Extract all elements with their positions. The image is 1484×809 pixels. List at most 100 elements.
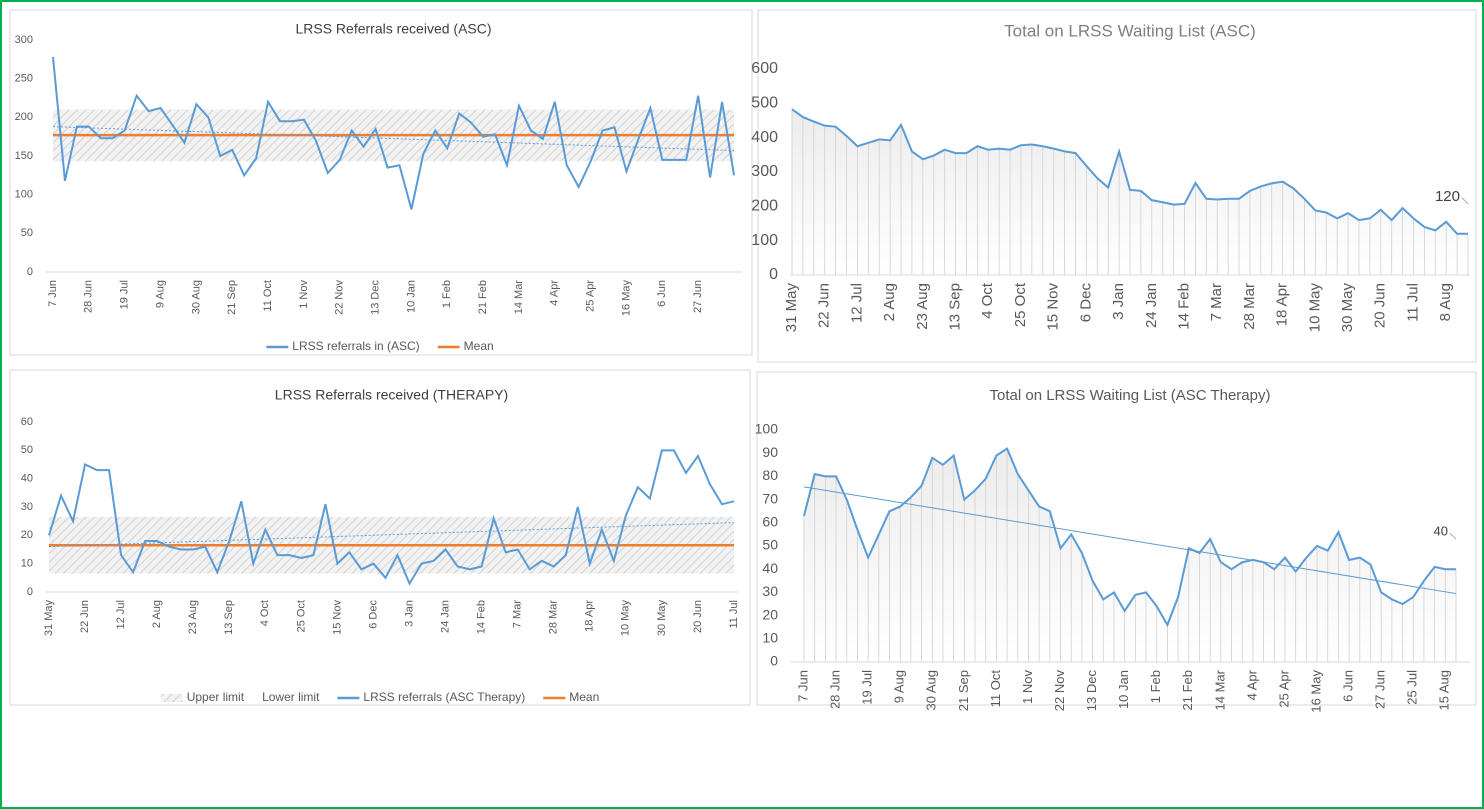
x-tick-label: 11 Jul [728, 600, 740, 629]
legend-label: LRSS referrals in (ASC) [292, 339, 419, 353]
x-tick-label: 3 Jan [1110, 283, 1127, 320]
label-leader [1449, 532, 1457, 540]
chart-title: Total on LRSS Waiting List (ASC) [1004, 21, 1256, 40]
x-tick-label: 22 Nov [1052, 670, 1067, 712]
x-tick-label: 14 Feb [1175, 283, 1192, 330]
y-tick-label: 300 [15, 34, 33, 46]
x-tick-label: 2 Aug [881, 283, 898, 321]
x-tick-label: 27 Jun [1373, 670, 1388, 709]
x-tick-label: 21 Feb [477, 280, 489, 314]
x-tick-label: 25 Apr [585, 280, 597, 312]
x-tick-label: 22 Nov [334, 280, 346, 315]
data-line [48, 449, 735, 586]
x-tick-label: 24 Jan [439, 600, 451, 633]
y-tick-label: 0 [769, 266, 778, 283]
x-tick-label: 25 Oct [295, 600, 307, 632]
y-tick-label: 100 [15, 189, 33, 201]
x-tick-label: 27 Jun [692, 280, 704, 313]
x-tick-label: 10 Jan [405, 280, 417, 313]
x-tick-label: 1 Feb [441, 280, 453, 308]
x-tick-label: 9 Aug [892, 670, 907, 703]
x-tick-label: 20 Jun [692, 600, 704, 633]
x-tick-label: 4 Oct [259, 600, 271, 626]
x-tick-label: 11 Jul [1404, 283, 1421, 322]
x-tick-label: 25 Oct [1012, 282, 1029, 327]
y-tick-label: 10 [21, 558, 33, 570]
x-tick-label: 8 Aug [1437, 283, 1454, 321]
y-tick-label: 10 [762, 630, 778, 646]
y-tick-label: 250 [15, 73, 33, 85]
x-tick-label: 18 Apr [584, 600, 596, 632]
x-tick-label: 31 May [43, 600, 55, 637]
x-tick-label: 7 Jun [47, 280, 59, 307]
y-tick-label: 20 [21, 529, 33, 541]
data-label: 40 [1434, 524, 1448, 539]
x-tick-label: 2 Aug [151, 600, 163, 628]
y-tick-label: 200 [751, 198, 778, 215]
y-tick-label: 40 [21, 473, 33, 485]
panel [9, 9, 753, 356]
y-tick-label: 90 [762, 444, 778, 460]
x-tick-label: 25 Jul [1405, 670, 1420, 705]
area [804, 448, 1456, 662]
x-tick-label: 12 Jul [115, 600, 127, 629]
y-tick-label: 60 [21, 416, 33, 428]
chart-title: LRSS Referrals received (THERAPY) [275, 387, 508, 403]
x-tick-label: 1 Nov [1020, 670, 1035, 704]
chart-title: Total on LRSS Waiting List (ASC Therapy) [990, 387, 1271, 404]
y-tick-label: 30 [21, 501, 33, 513]
x-tick-label: 6 Dec [1077, 283, 1094, 323]
y-tick-label: 70 [762, 490, 778, 506]
legend-swatch [160, 694, 183, 702]
data-label: 120 [1435, 188, 1460, 205]
x-tick-label: 13 Dec [369, 280, 381, 315]
x-tick-label: 4 Oct [979, 282, 996, 319]
y-tick-label: 60 [762, 514, 778, 530]
x-tick-label: 30 May [1339, 283, 1356, 333]
x-tick-label: 4 Apr [549, 280, 561, 306]
trendline [803, 486, 1457, 595]
x-tick-label: 18 Apr [1274, 283, 1291, 326]
label-leader [1461, 197, 1469, 205]
x-tick-label: 14 Feb [476, 600, 488, 634]
x-tick-label: 15 Nov [1045, 283, 1062, 331]
x-tick-label: 30 Aug [924, 670, 939, 711]
x-tick-label: 12 Jul [848, 283, 865, 323]
x-tick-label: 10 Jan [1116, 670, 1131, 709]
data-line [803, 447, 1456, 628]
x-tick-label: 25 Apr [1276, 669, 1291, 707]
x-tick-label: 28 Mar [548, 600, 560, 635]
y-tick-label: 50 [21, 444, 33, 456]
x-tick-label: 24 Jan [1143, 283, 1160, 328]
legend-label: Lower limit [262, 690, 320, 704]
x-tick-label: 10 May [620, 600, 632, 637]
y-tick-label: 300 [751, 163, 778, 180]
y-tick-label: 600 [751, 60, 778, 77]
x-tick-label: 19 Jul [860, 670, 875, 705]
x-tick-label: 28 Jun [828, 670, 843, 709]
legend-label: Upper limit [187, 690, 245, 704]
y-tick-label: 30 [762, 583, 778, 599]
legend-label: Mean [569, 690, 599, 704]
x-tick-label: 7 Mar [1208, 283, 1225, 321]
legend-label: LRSS referrals (ASC Therapy) [363, 690, 525, 704]
legend-label: Mean [464, 339, 494, 353]
x-tick-label: 21 Sep [956, 670, 971, 711]
x-tick-label: 3 Jan [403, 600, 415, 627]
x-tick-label: 30 May [656, 600, 668, 637]
x-tick-label: 6 Dec [367, 600, 379, 629]
x-tick-label: 1 Nov [298, 280, 310, 309]
x-tick-label: 15 Nov [331, 600, 343, 635]
x-tick-label: 13 Dec [1084, 670, 1099, 712]
y-tick-label: 20 [762, 606, 778, 622]
x-tick-label: 22 Jun [816, 283, 833, 328]
x-tick-label: 21 Feb [1180, 670, 1195, 710]
y-tick-label: 400 [751, 129, 778, 146]
y-tick-label: 0 [27, 586, 33, 598]
x-tick-label: 23 Aug [914, 283, 931, 330]
x-tick-label: 10 May [1306, 283, 1323, 333]
x-tick-label: 19 Jul [119, 280, 131, 309]
x-tick-label: 7 Mar [512, 600, 524, 628]
